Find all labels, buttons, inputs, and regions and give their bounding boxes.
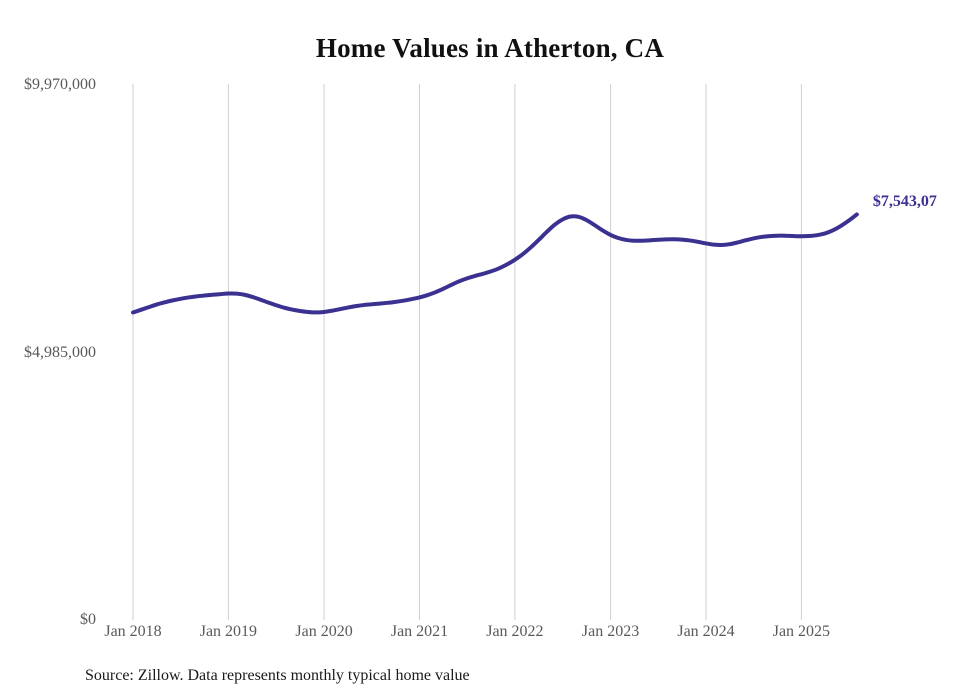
series-end-value-label: $7,543,07 xyxy=(872,193,937,211)
x-axis-tick-jan-2022: Jan 2022 xyxy=(486,623,544,640)
x-axis-tick-jan-2023: Jan 2023 xyxy=(581,623,640,640)
y-axis-tick-zero: $0 xyxy=(80,611,96,628)
gridlines xyxy=(132,84,802,620)
y-axis-tick-mid: $4,985,000 xyxy=(24,344,96,361)
x-axis-tick-jan-2021: Jan 2021 xyxy=(390,623,449,640)
x-axis-tick-jan-2024: Jan 2024 xyxy=(677,623,735,640)
x-axis-tick-jan-2020: Jan 2020 xyxy=(295,623,353,640)
x-axis-tick-jan-2018: Jan 2018 xyxy=(104,623,162,640)
x-axis-tick-jan-2025: Jan 2025 xyxy=(772,623,831,640)
source-caption: Source: Zillow. Data represents monthly … xyxy=(85,667,470,684)
chart-title: Home Values in Atherton, CA xyxy=(315,33,665,63)
x-axis-tick-jan-2019: Jan 2019 xyxy=(199,623,258,640)
value-line-series xyxy=(131,212,859,315)
y-axis-tick-max: $9,970,000 xyxy=(24,76,96,93)
